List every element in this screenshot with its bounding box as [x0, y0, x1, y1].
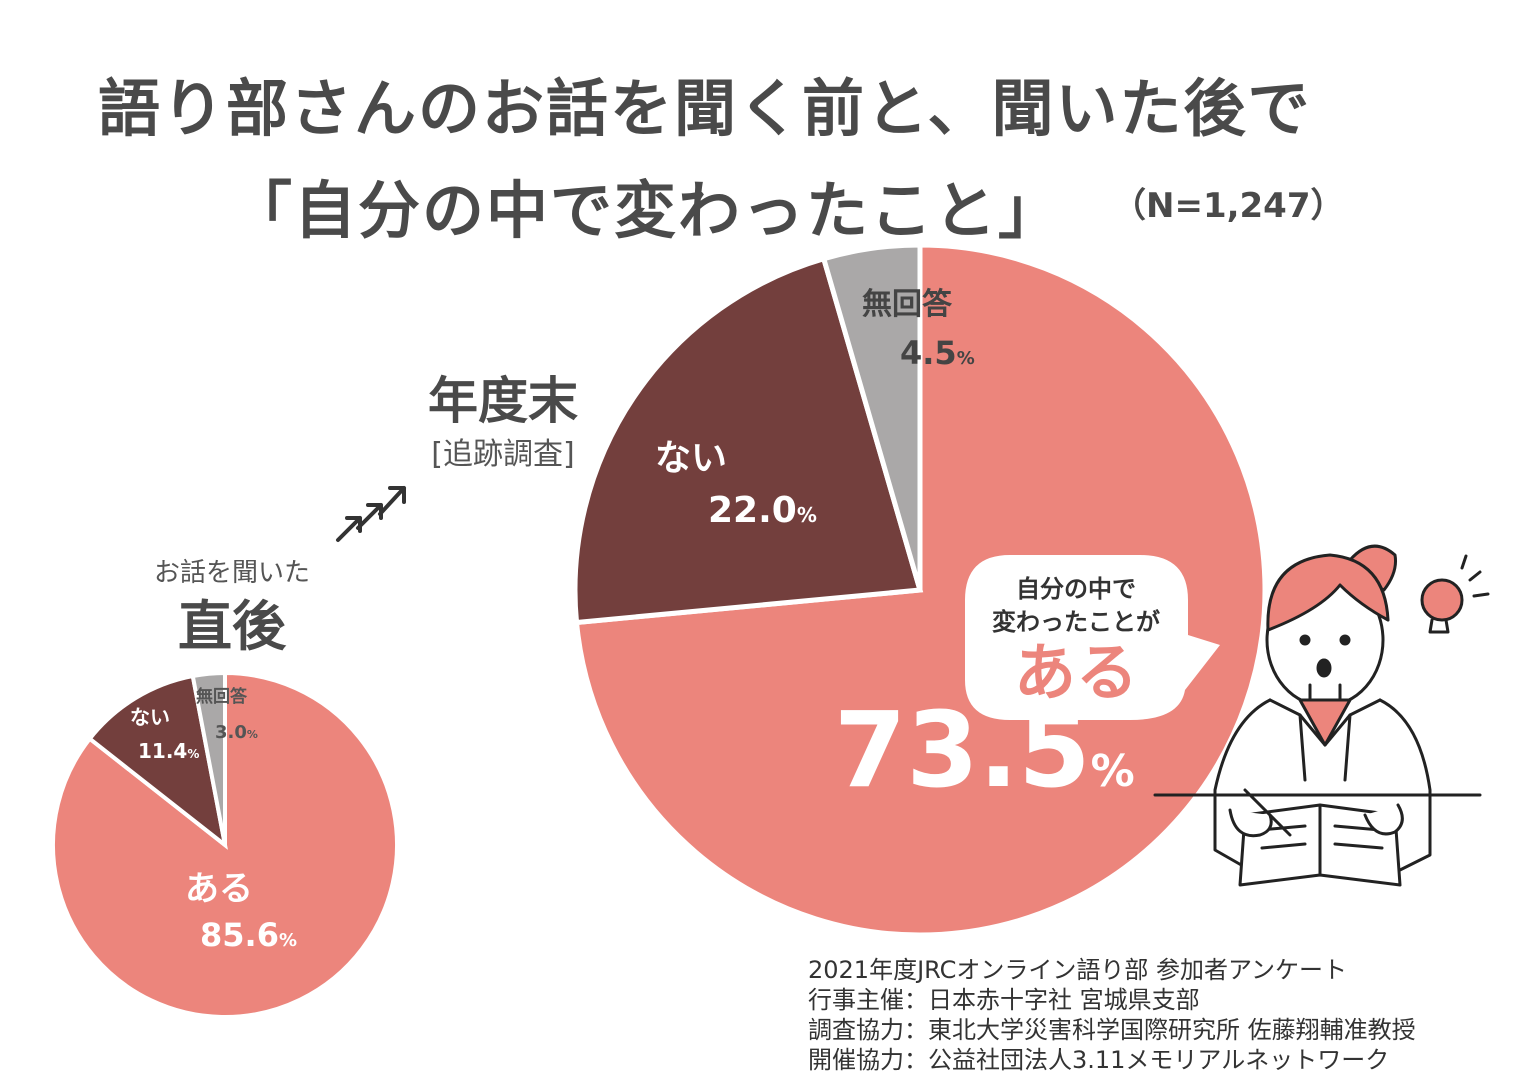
credit-line: 開催協力：公益社団法人3.11メモリアルネットワーク [808, 1046, 1390, 1074]
large-pie-slice-2 [820, 242, 923, 591]
large-aru-unit: % [1091, 746, 1135, 797]
bubble-line1: 自分の中で [1016, 575, 1136, 603]
large-pie-subtitle: [追跡調査] [431, 437, 574, 472]
chart-title-line1: 語り部さんのお話を聞く前と、聞いた後で [98, 72, 1312, 145]
student-writing-illustration-icon [1153, 544, 1490, 887]
small-nai-unit: % [187, 747, 199, 761]
chart-title-line2: 「自分の中で変わったこと」 [230, 174, 1063, 247]
pie-large [572, 242, 1268, 938]
small-pie-slice-1 [86, 673, 228, 850]
small-nai-label: ない [130, 705, 170, 729]
small-aru-label: ある [185, 869, 253, 909]
large-nai-label: ない [655, 438, 727, 479]
credit-line: 調査協力：東北大学災害科学国際研究所 佐藤翔輔准教授 [808, 1016, 1416, 1044]
small-aru-num: 85.6 [200, 916, 279, 954]
pie-small [51, 670, 399, 1019]
large-nai-value: 22.0% [708, 490, 817, 531]
progress-arrows-icon [336, 486, 406, 542]
small-mukaitou-unit: % [247, 728, 258, 741]
small-aru-value: 85.6% [200, 916, 297, 954]
speech-bubble: 自分の中で 変わったことが ある [965, 555, 1220, 720]
small-nai-value: 11.4% [138, 739, 199, 763]
credit-line: 行事主催：日本赤十字社 宮城県支部 [808, 986, 1200, 1014]
large-nai-unit: % [797, 503, 817, 527]
large-mukaitou-unit: % [957, 348, 975, 369]
small-mukaitou-num: 3.0 [215, 722, 247, 743]
credits: 2021年度JRCオンライン語り部 参加者アンケート 行事主催：日本赤十字社 宮… [808, 955, 1416, 1075]
large-nai-num: 22.0 [708, 490, 797, 531]
large-mukaitou-num: 4.5 [900, 334, 957, 372]
bubble-emphasis: ある [1014, 636, 1138, 709]
credit-line: 2021年度JRCオンライン語り部 参加者アンケート [808, 956, 1348, 984]
small-pie-subtitle: お話を聞いた [154, 558, 310, 588]
sample-size-label: （N=1,247） [1112, 186, 1345, 226]
small-aru-unit: % [279, 930, 297, 951]
small-mukaitou-label: 無回答 [196, 686, 248, 707]
small-mukaitou-value: 3.0% [215, 722, 258, 743]
small-pie-title: 直後 [178, 595, 287, 658]
small-pie-slice-2 [190, 670, 227, 846]
large-mukaitou-label: 無回答 [862, 287, 953, 322]
large-pie-title: 年度末 [428, 372, 578, 430]
large-mukaitou-value: 4.5% [900, 334, 975, 372]
bubble-line2: 変わったことが [992, 608, 1160, 636]
large-pie-slice-1 [572, 255, 924, 626]
small-nai-num: 11.4 [138, 739, 187, 763]
